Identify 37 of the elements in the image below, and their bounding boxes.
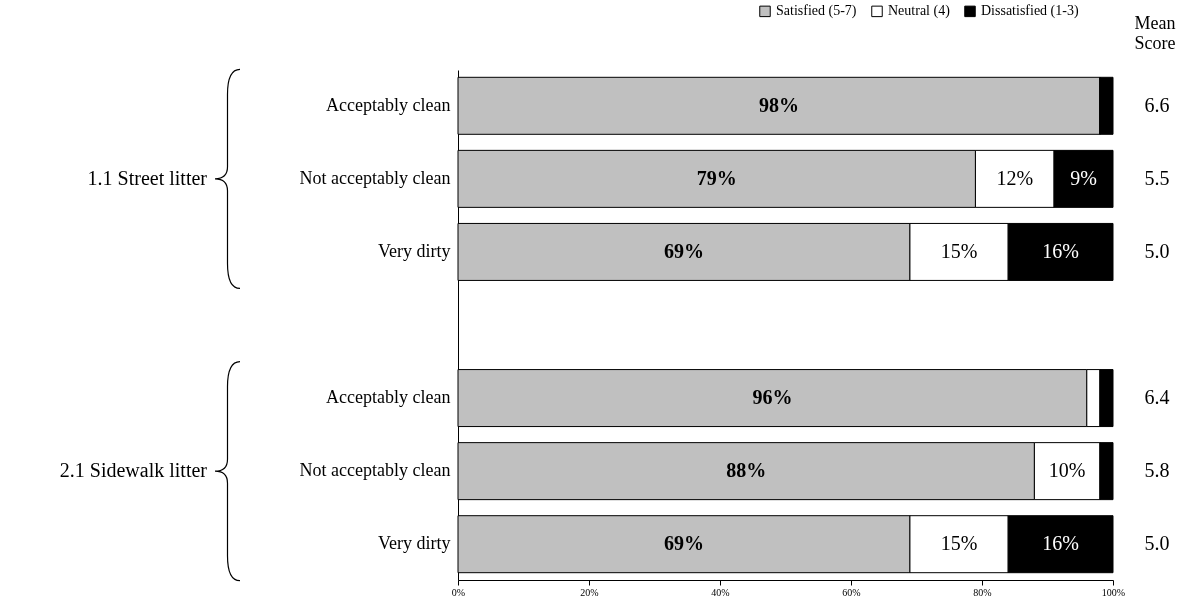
text: 6.4 — [1144, 386, 1170, 409]
data-label: 15% — [940, 239, 978, 262]
data-label: 69% — [663, 532, 704, 555]
y-tick-label: Very dirty — [378, 533, 451, 554]
data-label: 9% — [1070, 166, 1097, 189]
y-tick-label: Acceptably clean — [326, 387, 451, 408]
legend-label: Satisfied (5-7) — [776, 3, 857, 20]
data-label: 10% — [1048, 459, 1086, 482]
data-label: 88% — [726, 459, 767, 482]
data-label: 15% — [940, 532, 978, 555]
x-tick-label: 0% — [451, 586, 466, 598]
data-label: 16% — [1042, 239, 1079, 262]
legend-label: Dissatisfied (1-3) — [981, 3, 1079, 20]
x-tick-label: 20% — [580, 586, 599, 598]
text: 5.0 — [1144, 532, 1170, 555]
text: 6.6 — [1144, 93, 1170, 116]
legend-label: Neutral (4) — [888, 3, 951, 20]
x-tick-label: 60% — [842, 586, 861, 598]
data-label: 16% — [1042, 532, 1079, 555]
text: 5.0 — [1144, 239, 1170, 262]
x-tick-label: 40% — [711, 586, 730, 598]
data-label: 79% — [696, 166, 737, 189]
data-label: 12% — [996, 166, 1034, 189]
text: 1.1 Street litter — [87, 166, 208, 189]
text: 5.5 — [1144, 166, 1170, 189]
y-tick-label: Acceptably clean — [326, 94, 451, 115]
x-tick-label: 80% — [973, 586, 992, 598]
data-label: 96% — [752, 386, 793, 409]
y-tick-label: Very dirty — [378, 240, 451, 261]
text: 2.1 Sidewalk litter — [59, 459, 208, 482]
y-tick-label: Not acceptably clean — [299, 167, 451, 188]
y-tick-label: Not acceptably clean — [299, 460, 451, 481]
data-label: 98% — [758, 93, 799, 116]
x-tick-label: 100% — [1101, 586, 1126, 598]
data-label: 69% — [663, 239, 704, 262]
text: Mean Score — [1134, 13, 1176, 53]
text: 5.8 — [1144, 459, 1170, 482]
